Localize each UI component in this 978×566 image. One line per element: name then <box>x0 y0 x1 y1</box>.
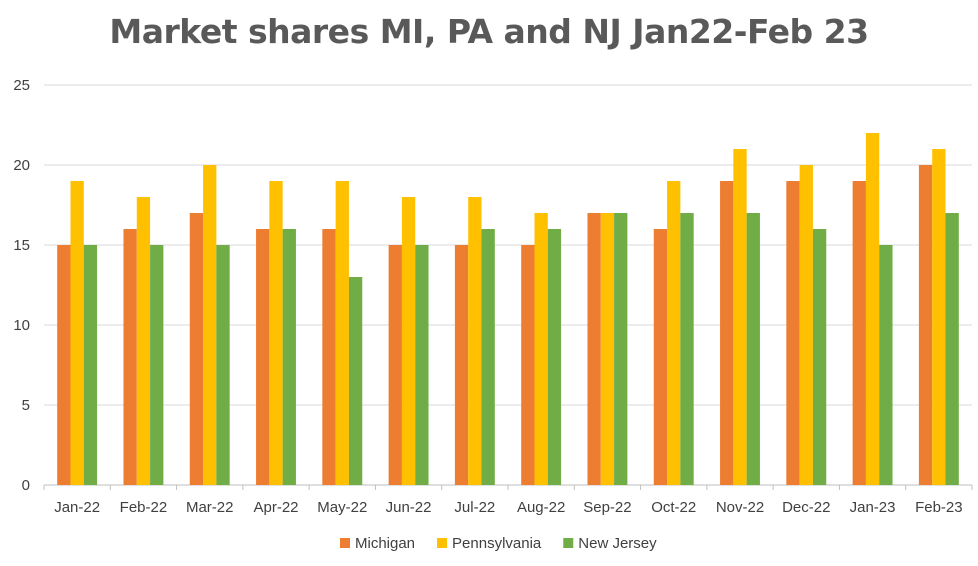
bar-new-jersey-dec-22 <box>812 229 827 485</box>
bars <box>57 133 959 485</box>
x-tick-label: Nov-22 <box>716 499 764 516</box>
bar-new-jersey-sep-22 <box>614 213 628 485</box>
bar-michigan-feb-23 <box>918 165 933 485</box>
legend-swatch <box>340 538 350 548</box>
tick-labels: 0 5 10 15 20 25 Jan-22 Feb-22 Mar-22 Apr-22 May-22… <box>13 77 962 516</box>
bar-new-jersey-nov-22 <box>746 213 760 485</box>
y-tick-label: 0 <box>22 477 30 494</box>
bar-new-jersey-apr-22 <box>282 229 296 485</box>
x-tick-label: May-22 <box>317 499 367 516</box>
axes <box>43 484 973 490</box>
legend-item-pennsylvania: Pennsylvania <box>437 535 542 552</box>
y-tick-label: 25 <box>13 77 30 94</box>
bar-pennsylvania-apr-22 <box>269 181 283 485</box>
x-tick-label: Aug-22 <box>517 499 565 516</box>
bar-new-jersey-oct-22 <box>680 213 694 485</box>
x-tick-label: Jan-22 <box>54 499 100 516</box>
bar-pennsylvania-feb-22 <box>136 197 151 485</box>
x-tick-label: Apr-22 <box>253 499 298 516</box>
legend-item-new-jersey: New Jersey <box>563 535 657 552</box>
x-tick-label: Jun-22 <box>386 499 432 516</box>
bar-new-jersey-jan-22 <box>83 245 98 485</box>
bar-pennsylvania-nov-22 <box>733 149 747 485</box>
chart-title: Market shares MI, PA and NJ Jan22-Feb 23 <box>109 12 869 51</box>
bar-michigan-mar-22 <box>189 213 204 485</box>
x-tick-label: Mar-22 <box>186 499 234 516</box>
bar-new-jersey-mar-22 <box>216 245 230 485</box>
legend-label: New Jersey <box>578 535 657 552</box>
x-tick-label: Sep-22 <box>583 499 631 516</box>
x-tick-label: Feb-22 <box>120 499 168 516</box>
legend-label: Michigan <box>355 535 415 552</box>
bar-pennsylvania-may-22 <box>335 181 349 485</box>
bar-michigan-aug-22 <box>521 245 535 485</box>
bar-new-jersey-feb-22 <box>150 245 164 485</box>
bar-michigan-apr-22 <box>256 229 270 485</box>
bar-michigan-jul-22 <box>454 245 469 485</box>
bar-pennsylvania-aug-22 <box>534 213 548 485</box>
bar-michigan-feb-22 <box>123 229 137 485</box>
legend-label: Pennsylvania <box>452 535 542 552</box>
x-tick-label: Jan-23 <box>850 499 896 516</box>
bar-michigan-jan-22 <box>57 245 71 485</box>
bar-new-jersey-feb-23 <box>945 213 959 485</box>
y-tick-label: 20 <box>13 157 30 174</box>
bar-new-jersey-jun-22 <box>415 245 429 485</box>
x-tick-label: Jul-22 <box>454 499 495 516</box>
x-tick-label: Feb-23 <box>915 499 963 516</box>
legend: Michigan Pennsylvania New Jersey <box>340 535 657 552</box>
y-tick-label: 15 <box>13 237 30 254</box>
bar-pennsylvania-feb-23 <box>932 149 946 485</box>
bar-michigan-nov-22 <box>720 181 734 485</box>
legend-swatch <box>563 538 574 548</box>
bar-michigan-oct-22 <box>653 229 668 485</box>
bar-pennsylvania-mar-22 <box>203 165 217 485</box>
bar-new-jersey-jul-22 <box>481 229 495 485</box>
bar-pennsylvania-jul-22 <box>468 197 482 485</box>
legend-item-michigan: Michigan <box>340 535 415 552</box>
y-tick-label: 10 <box>13 317 30 334</box>
bar-pennsylvania-jan-22 <box>70 181 84 485</box>
x-tick-label: Dec-22 <box>782 499 830 516</box>
x-tick-label: Oct-22 <box>651 499 696 516</box>
bar-pennsylvania-jun-22 <box>401 197 416 485</box>
bar-pennsylvania-sep-22 <box>600 213 615 485</box>
gridlines <box>44 84 972 406</box>
bar-michigan-dec-22 <box>786 181 800 485</box>
bar-michigan-sep-22 <box>587 213 601 485</box>
bar-michigan-jun-22 <box>388 245 402 485</box>
legend-swatch <box>437 538 448 548</box>
bar-michigan-may-22 <box>322 229 336 485</box>
bar-pennsylvania-dec-22 <box>799 165 813 485</box>
y-tick-label: 5 <box>22 397 30 414</box>
bar-new-jersey-may-22 <box>348 277 363 485</box>
bar-pennsylvania-oct-22 <box>667 181 681 485</box>
bar-pennsylvania-jan-23 <box>865 133 880 485</box>
bar-new-jersey-aug-22 <box>547 229 562 485</box>
bar-michigan-jan-23 <box>852 181 866 485</box>
bar-new-jersey-jan-23 <box>879 245 893 485</box>
